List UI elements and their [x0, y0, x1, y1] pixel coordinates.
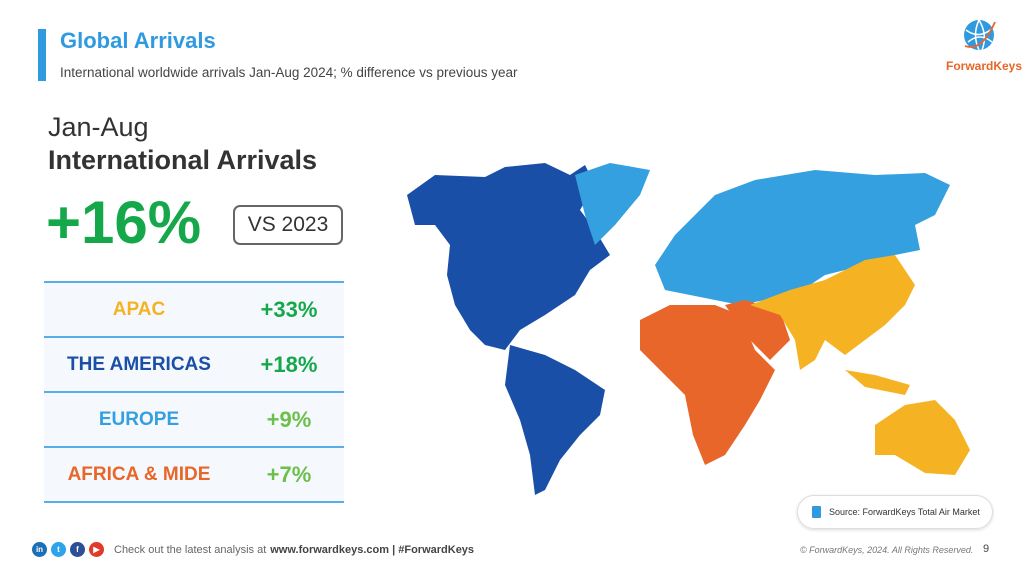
- region-row: THE AMERICAS +18%: [44, 338, 344, 393]
- youtube-icon[interactable]: ▶: [89, 542, 104, 557]
- footer: in t f ▶ Check out the latest analysis a…: [32, 542, 474, 557]
- region-europe-russia: [655, 170, 950, 305]
- region-value: +9%: [266, 406, 312, 432]
- source-text: Source: ForwardKeys Total Air Market: [829, 507, 980, 517]
- region-americas-north: [407, 163, 610, 350]
- region-value: +7%: [266, 461, 312, 487]
- twitter-icon[interactable]: t: [51, 542, 66, 557]
- region-row: APAC +33%: [44, 283, 344, 338]
- footer-link[interactable]: www.forwardkeys.com | #ForwardKeys: [270, 543, 475, 556]
- region-row: AFRICA & MIDE +7%: [44, 448, 344, 503]
- footer-prefix: Check out the latest analysis at: [114, 543, 267, 556]
- region-name: THE AMERICAS: [67, 353, 211, 375]
- region-asia: [750, 255, 915, 370]
- region-middle-east: [725, 300, 790, 360]
- region-name: AFRICA & MIDE: [67, 463, 211, 485]
- region-row: EUROPE +9%: [44, 393, 344, 448]
- page-subtitle: International worldwide arrivals Jan-Aug…: [60, 65, 518, 80]
- document-search-icon: [812, 506, 821, 518]
- region-americas-south: [505, 345, 605, 495]
- summary-period: Jan-Aug: [48, 112, 149, 142]
- source-note: Source: ForwardKeys Total Air Market: [797, 495, 993, 529]
- region-africa: [640, 305, 775, 465]
- region-name: APAC: [112, 298, 166, 320]
- world-map: [407, 163, 970, 495]
- region-islands: [845, 370, 910, 395]
- region-value: +33%: [260, 296, 318, 322]
- facebook-icon[interactable]: f: [70, 542, 85, 557]
- globe-icon: [964, 19, 996, 51]
- summary-value: +16%: [46, 189, 202, 256]
- title-accent-bar: [38, 29, 46, 81]
- comparison-badge: VS 2023: [233, 205, 343, 245]
- copyright: © ForwardKeys, 2024. All Rights Reserved…: [800, 545, 974, 555]
- page-number: 9: [983, 543, 990, 555]
- forwardkeys-logo: ForwardKeys: [946, 18, 1023, 73]
- page-title: Global Arrivals: [60, 28, 216, 53]
- logo-text: ForwardKeys: [946, 59, 1023, 73]
- region-name: EUROPE: [98, 408, 180, 430]
- region-australia: [875, 400, 970, 475]
- region-value: +18%: [260, 351, 318, 377]
- region-greenland: [575, 163, 650, 245]
- linkedin-icon[interactable]: in: [32, 542, 47, 557]
- regions-table: APAC +33% THE AMERICAS +18% EUROPE +9% AFRICA …: [44, 281, 344, 503]
- summary-metric: International Arrivals: [48, 145, 318, 175]
